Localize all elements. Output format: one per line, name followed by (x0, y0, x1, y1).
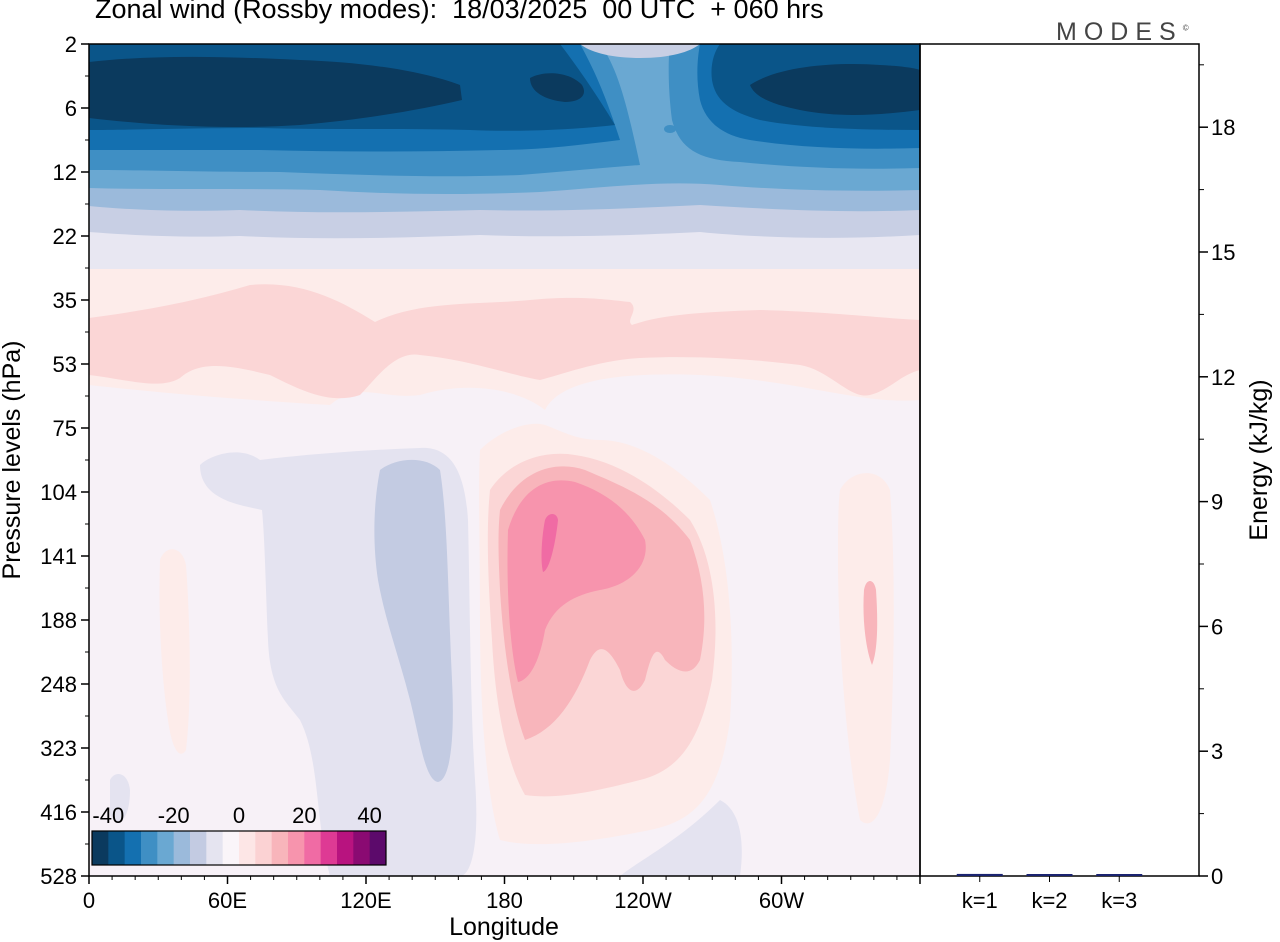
westerly-lobe-20 (507, 480, 646, 682)
energy-tick-label: 6 (1211, 614, 1223, 639)
energy-bar (1026, 874, 1073, 876)
colorbar-swatch (304, 831, 322, 865)
colorbar-swatch (190, 831, 207, 865)
upper-gap (620, 60, 660, 160)
colorbar: -40 -20 0 20 40 (91, 803, 387, 866)
colorbar-swatch (124, 831, 142, 865)
y-tick-label: 188 (40, 608, 77, 633)
contour-field (89, 44, 920, 876)
energy-tick-label: 12 (1211, 365, 1235, 390)
colorbar-swatch (369, 831, 387, 865)
longitude-axis: 0 60E 120E 180 120W 60W (83, 876, 921, 913)
band-10-to-15 (89, 284, 920, 399)
energy-tick-label: 0 (1211, 864, 1223, 889)
y-tick-label: 104 (40, 480, 77, 505)
colorbar-swatch (141, 831, 158, 865)
colorbar-swatch (173, 831, 191, 865)
energy-cat-label: k=1 (962, 888, 998, 913)
top-edge-weak (580, 44, 700, 58)
colorbar-swatch (288, 831, 305, 865)
energy-tick-label: 18 (1211, 115, 1235, 140)
y-tick-label: 528 (40, 864, 77, 889)
y-tick-label: 35 (53, 288, 77, 313)
y-tick-label: 416 (40, 800, 77, 825)
energy-tick-label: 15 (1211, 240, 1235, 265)
x-tick-label: 120W (614, 888, 672, 913)
energy-bar (956, 873, 1003, 876)
colorbar-swatch (320, 831, 338, 865)
y-tick-label: 141 (40, 544, 77, 569)
y-tick-label: 22 (53, 224, 77, 249)
band-minus40 (89, 56, 920, 128)
energy-bars: k=1 k=2 k=3 (956, 873, 1143, 913)
chart-title: Zonal wind (Rossby modes): 18/03/2025 00… (95, 0, 824, 24)
energy-tick-label: 3 (1211, 739, 1223, 764)
colorbar-tick-label: 20 (292, 803, 316, 828)
colorbar-tick-label: 40 (357, 803, 381, 828)
x-tick-label: 180 (486, 888, 523, 913)
colorbar-tick-label: -20 (158, 803, 190, 828)
energy-tick-label: 9 (1211, 490, 1223, 515)
y-tick-label: 248 (40, 672, 77, 697)
westerly-east-inner (863, 581, 878, 665)
logo-text: MODES (1056, 18, 1183, 46)
westerly-east-outer (838, 473, 894, 824)
energy-axis: 0 3 6 9 12 15 18 (1199, 64, 1235, 889)
x-tick-label: 0 (83, 888, 95, 913)
easterly-patch-small (110, 774, 130, 822)
colorbar-swatch (206, 831, 224, 865)
colorbar-swatch (271, 831, 289, 865)
colorbar-swatch (337, 831, 354, 865)
colorbar-swatch (157, 831, 175, 865)
x-tick-label: 60W (759, 888, 804, 913)
colorbar-tick-label: -40 (92, 803, 124, 828)
x-tick-label: 120E (340, 888, 391, 913)
easterly-patch-moderate (374, 459, 453, 782)
westerly-lobe-25 (541, 514, 558, 572)
energy-axis-label: Energy (kJ/kg) (1245, 379, 1273, 540)
westerly-west-faint (159, 549, 190, 754)
y-tick-label: 323 (40, 736, 77, 761)
y-tick-label: 75 (53, 416, 77, 441)
colorbar-frame (91, 830, 387, 866)
easterly-patch-lower (620, 800, 742, 876)
energy-cat-label: k=3 (1101, 888, 1137, 913)
energy-cat-label: k=2 (1031, 888, 1067, 913)
x-axis-label: Longitude (449, 913, 559, 941)
y-tick-label: 6 (65, 96, 77, 121)
energy-panel-frame (919, 43, 1200, 877)
colorbar-swatch (255, 831, 273, 865)
energy-bar (1096, 874, 1143, 876)
colorbar-swatch (239, 831, 256, 865)
colorbar-swatch (353, 831, 371, 865)
y-tick-label: 2 (65, 32, 77, 57)
core-minus40-center (530, 73, 585, 102)
y-tick-label: 12 (53, 160, 77, 185)
modes-logo: MODES© (1056, 18, 1189, 46)
colorbar-swatch (222, 831, 240, 865)
pressure-axis: 2 6 12 22 35 53 75 104 141 188 248 323 416 528 (40, 32, 89, 889)
colorbar-swatch (92, 831, 109, 865)
upper-core-small (664, 125, 676, 133)
colorbar-tick-label: 0 (233, 803, 245, 828)
colorbar-swatch (108, 831, 126, 865)
x-tick-label: 60E (208, 888, 247, 913)
y-tick-label: 53 (53, 352, 77, 377)
y-axis-label: Pressure levels (hPa) (0, 341, 26, 580)
